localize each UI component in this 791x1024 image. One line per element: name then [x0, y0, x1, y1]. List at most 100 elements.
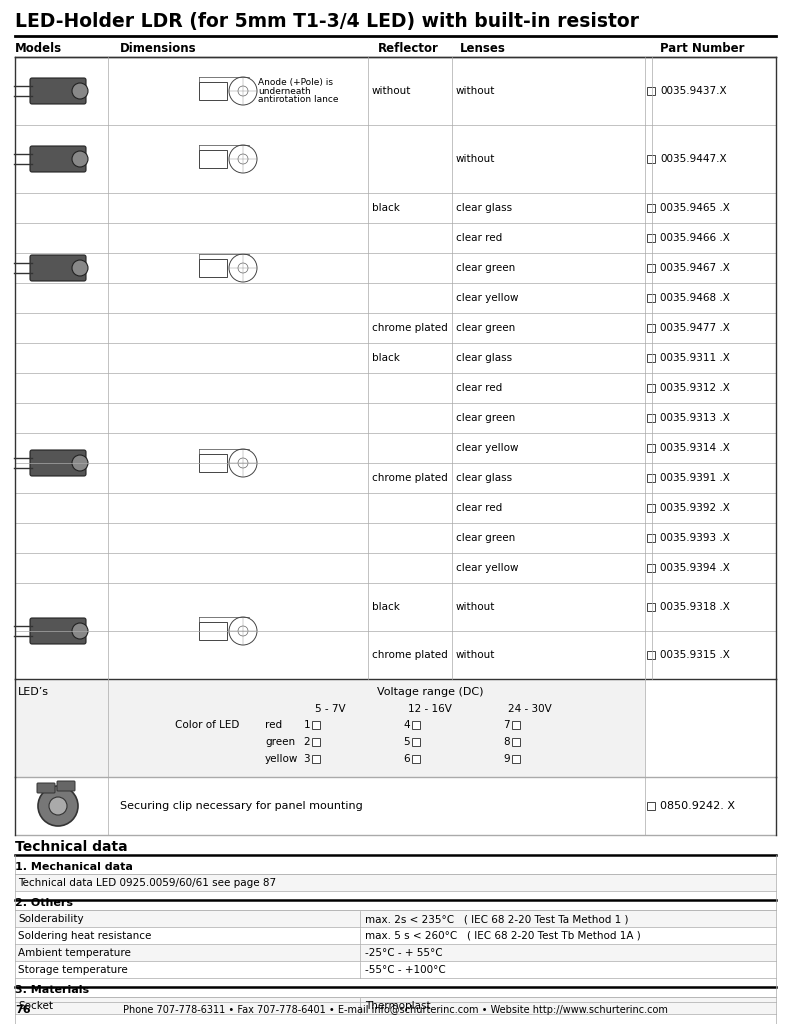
- Text: green: green: [265, 737, 295, 746]
- Text: Storage temperature: Storage temperature: [18, 965, 128, 975]
- Text: Color of LED: Color of LED: [175, 720, 240, 730]
- Text: 0035.9465 .X: 0035.9465 .X: [660, 203, 730, 213]
- Text: Thermoplast: Thermoplast: [365, 1001, 430, 1011]
- Circle shape: [72, 455, 88, 471]
- Text: 3. Materials: 3. Materials: [15, 985, 89, 995]
- Bar: [512, 721, 520, 729]
- Bar: [15, 928, 776, 944]
- Text: 5: 5: [403, 737, 410, 746]
- FancyBboxPatch shape: [30, 618, 86, 644]
- Text: clear red: clear red: [456, 383, 502, 393]
- Bar: [647, 474, 655, 482]
- Bar: [647, 802, 655, 810]
- Text: 0035.9318 .X: 0035.9318 .X: [660, 602, 730, 612]
- Text: 7: 7: [503, 720, 510, 730]
- Bar: [199, 82, 227, 100]
- Text: -55°C - +100°C: -55°C - +100°C: [365, 965, 446, 975]
- Text: black: black: [372, 203, 400, 213]
- Text: Part Number: Part Number: [660, 43, 744, 55]
- Bar: [647, 294, 655, 302]
- Text: Anode (+Pole) is: Anode (+Pole) is: [258, 79, 333, 87]
- Text: 0035.9468 .X: 0035.9468 .X: [660, 293, 730, 303]
- Bar: [647, 564, 655, 572]
- Text: Models: Models: [15, 43, 62, 55]
- Text: Voltage range (DC): Voltage range (DC): [377, 687, 483, 697]
- Bar: [647, 384, 655, 392]
- Bar: [312, 721, 320, 729]
- Bar: [412, 721, 420, 729]
- Bar: [647, 504, 655, 512]
- Bar: [199, 454, 227, 472]
- Text: Securing clip necessary for panel mounting: Securing clip necessary for panel mounti…: [120, 801, 363, 811]
- Text: 0035.9391 .X: 0035.9391 .X: [660, 473, 730, 483]
- Text: 0035.9313 .X: 0035.9313 .X: [660, 413, 730, 423]
- Bar: [199, 622, 227, 640]
- Circle shape: [72, 151, 88, 167]
- Text: LED-Holder LDR (for 5mm T1-3/4 LED) with built-in resistor: LED-Holder LDR (for 5mm T1-3/4 LED) with…: [15, 12, 639, 32]
- Text: 0035.9312 .X: 0035.9312 .X: [660, 383, 730, 393]
- Bar: [199, 150, 227, 168]
- Bar: [647, 414, 655, 422]
- Bar: [647, 87, 655, 95]
- Text: clear green: clear green: [456, 413, 515, 423]
- Text: clear yellow: clear yellow: [456, 443, 518, 453]
- Text: clear green: clear green: [456, 263, 515, 273]
- Text: LED’s: LED’s: [18, 687, 49, 697]
- Text: 0035.9437.X: 0035.9437.X: [660, 86, 727, 96]
- Bar: [647, 204, 655, 212]
- Circle shape: [49, 797, 67, 815]
- Circle shape: [72, 260, 88, 276]
- Text: black: black: [372, 602, 400, 612]
- Bar: [15, 962, 776, 978]
- Text: 5 - 7V: 5 - 7V: [315, 705, 346, 714]
- Text: clear green: clear green: [456, 534, 515, 543]
- FancyBboxPatch shape: [57, 781, 75, 791]
- Text: max. 5 s < 260°C   ( IEC 68 2-20 Test Tb Method 1A ): max. 5 s < 260°C ( IEC 68 2-20 Test Tb M…: [365, 931, 641, 941]
- Text: clear green: clear green: [456, 323, 515, 333]
- Text: 0035.9447.X: 0035.9447.X: [660, 154, 727, 164]
- Text: clear red: clear red: [456, 233, 502, 243]
- Text: without: without: [456, 602, 495, 612]
- Bar: [15, 679, 645, 777]
- Bar: [312, 738, 320, 746]
- Bar: [647, 444, 655, 452]
- Text: 6: 6: [403, 754, 410, 764]
- Text: without: without: [456, 650, 495, 660]
- Bar: [15, 998, 776, 1014]
- Circle shape: [38, 786, 78, 826]
- Text: 0035.9392 .X: 0035.9392 .X: [660, 503, 730, 513]
- Text: clear yellow: clear yellow: [456, 563, 518, 573]
- Bar: [647, 234, 655, 242]
- Text: chrome plated: chrome plated: [372, 650, 448, 660]
- Bar: [412, 738, 420, 746]
- Text: clear yellow: clear yellow: [456, 293, 518, 303]
- Text: underneath: underneath: [258, 86, 311, 95]
- Text: Phone 707-778-6311 • Fax 707-778-6401 • E-mail info@schurterinc.com • Website ht: Phone 707-778-6311 • Fax 707-778-6401 • …: [123, 1005, 668, 1015]
- FancyBboxPatch shape: [30, 146, 86, 172]
- Bar: [412, 755, 420, 763]
- Text: antirotation lance: antirotation lance: [258, 94, 339, 103]
- Text: Ambient temperature: Ambient temperature: [18, 948, 131, 958]
- Text: -25°C - + 55°C: -25°C - + 55°C: [365, 948, 443, 958]
- Bar: [647, 603, 655, 611]
- Bar: [512, 738, 520, 746]
- Text: without: without: [456, 154, 495, 164]
- FancyBboxPatch shape: [30, 450, 86, 476]
- Circle shape: [72, 83, 88, 99]
- Text: 4: 4: [403, 720, 410, 730]
- Circle shape: [72, 623, 88, 639]
- Text: 1. Mechanical data: 1. Mechanical data: [15, 862, 133, 872]
- Bar: [15, 911, 776, 927]
- Text: Technical data: Technical data: [15, 840, 127, 854]
- Bar: [647, 651, 655, 659]
- Text: clear glass: clear glass: [456, 473, 512, 483]
- Text: Lenses: Lenses: [460, 43, 506, 55]
- Text: 0035.9315 .X: 0035.9315 .X: [660, 650, 730, 660]
- Text: yellow: yellow: [265, 754, 298, 764]
- Text: clear red: clear red: [456, 503, 502, 513]
- Text: Technical data LED 0925.0059/60/61 see page 87: Technical data LED 0925.0059/60/61 see p…: [18, 878, 276, 888]
- Text: chrome plated: chrome plated: [372, 473, 448, 483]
- Bar: [512, 755, 520, 763]
- Bar: [199, 259, 227, 278]
- Bar: [15, 945, 776, 961]
